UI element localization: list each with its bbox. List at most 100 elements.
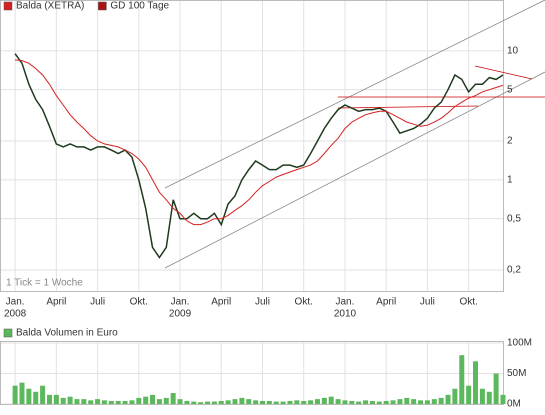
volume-bar (198, 402, 204, 404)
y-tick-label: 2 (507, 136, 513, 147)
volume-bar (363, 400, 369, 404)
volume-bar (150, 394, 156, 404)
volume-frame (0, 341, 504, 405)
x-tick-label: Juli (420, 297, 435, 308)
volume-bar (280, 401, 286, 404)
volume-bar (40, 385, 46, 404)
volume-bar (266, 400, 272, 404)
x-tick-label: Okt. (295, 297, 313, 308)
y-tick-label: 1 (507, 174, 513, 185)
volume-bar (314, 399, 320, 404)
volume-bar (205, 401, 211, 404)
trend-channel (164, 0, 545, 269)
volume-bar (445, 394, 451, 404)
volume-bar (191, 401, 197, 404)
volume-bar (115, 400, 121, 404)
y-tick-label: 0,2 (507, 265, 521, 276)
legend-label: GD 100 Tage (110, 1, 169, 12)
y-tick-label: 100M (507, 338, 532, 349)
volume-bar (369, 400, 375, 404)
volume-bar (493, 373, 499, 404)
volume-bar (376, 401, 382, 404)
volume-bar (253, 400, 259, 404)
volume-bar (232, 399, 238, 404)
x-year-label: 2010 (334, 309, 357, 320)
volume-bar (53, 394, 59, 404)
volume-bar (26, 388, 32, 404)
volume-bar (163, 397, 169, 404)
legend-label: Balda Volumen in Euro (16, 328, 118, 339)
volume-bar (177, 399, 183, 404)
volume-bar (356, 401, 362, 404)
x-tick-label: Jan. (171, 297, 190, 308)
volume-bar (88, 400, 94, 404)
x-tick-label: Juli (90, 297, 105, 308)
volume-bar (452, 388, 458, 404)
volume-bar (486, 391, 492, 404)
volume-bar (287, 400, 293, 404)
x-year-label: 2009 (169, 309, 192, 320)
x-tick-label: Jan. (6, 297, 25, 308)
volume-bar (170, 393, 176, 404)
volume-bar (129, 400, 135, 404)
volume-bar (273, 401, 279, 404)
y-tick-label: 0,5 (507, 213, 521, 224)
volume-bar (308, 400, 314, 404)
volume-bar (390, 400, 396, 404)
volume-bar (74, 399, 80, 404)
resistance-line (474, 65, 533, 80)
volume-bar (438, 397, 444, 404)
volume-bar (259, 400, 265, 404)
volume-bar (108, 400, 114, 404)
x-tick-label: Jan. (336, 297, 355, 308)
resistance-line (337, 105, 479, 109)
volume-bar (60, 397, 66, 404)
volume-bar (136, 397, 142, 404)
volume-bar (431, 399, 437, 404)
x-tick-label: Okt. (130, 297, 148, 308)
volume-bar (342, 400, 348, 404)
x-year-label: 2008 (4, 309, 27, 320)
x-tick-label: April (211, 297, 231, 308)
volume-bar (500, 394, 506, 404)
volume-bar (404, 397, 410, 404)
volume-bar (328, 396, 334, 404)
volume-bar (12, 385, 18, 404)
volume-bar (184, 400, 190, 404)
legend-swatch (3, 1, 13, 11)
volume-bar (349, 400, 355, 404)
legend-swatch (3, 328, 13, 338)
volume-bar (33, 391, 39, 404)
volume-bar (411, 399, 417, 404)
legend-swatch (98, 1, 107, 11)
volume-bar (335, 399, 341, 404)
trend-line (164, 71, 545, 269)
volume-bar (19, 382, 25, 404)
y-tick-label: 5 (507, 84, 513, 95)
y-tick-label: 10 (507, 45, 519, 56)
volume-bar (397, 399, 403, 404)
volume-bar (95, 399, 101, 404)
plot-frame (0, 0, 504, 292)
trend-line (164, 0, 545, 189)
annotation: 1 Tick = 1 Woche (6, 278, 83, 289)
volume-bar (383, 400, 389, 404)
volume-bar (156, 399, 162, 404)
x-tick-label: Okt. (459, 297, 477, 308)
volume-bar (466, 385, 472, 404)
x-tick-label: Juli (255, 297, 270, 308)
x-tick-label: April (376, 297, 396, 308)
grid (0, 0, 503, 405)
volume-bar (211, 401, 217, 404)
volume-bar (67, 396, 73, 404)
price-line (14, 53, 504, 259)
volume-bar (81, 399, 87, 404)
volume-bar (418, 400, 424, 404)
y-tick-label: 50M (507, 368, 526, 379)
volume-bar (246, 399, 252, 404)
volume-bar (239, 397, 245, 404)
x-tick-label: April (46, 297, 66, 308)
volume-bar (301, 400, 307, 404)
legend-label: Balda (XETRA) (16, 1, 84, 12)
